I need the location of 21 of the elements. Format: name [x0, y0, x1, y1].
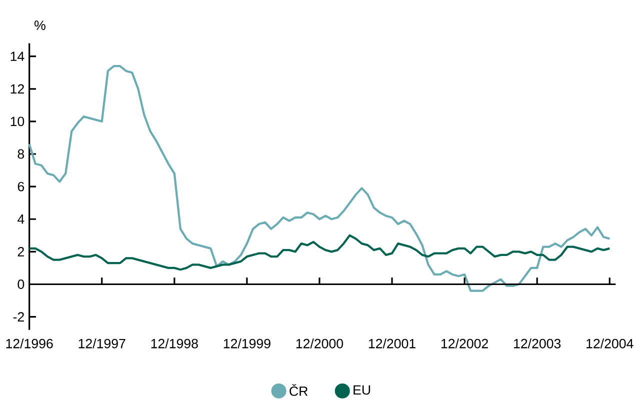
y-tick-label: 0: [18, 280, 24, 290]
y-tick-label: 10: [10, 116, 24, 126]
x-tick-label: 12/2003: [514, 338, 561, 348]
legend-label: EU: [354, 385, 370, 395]
x-tick-label: 12/1996: [6, 338, 53, 348]
x-tick-label: 12/2002: [441, 338, 488, 348]
x-tick-label: 12/1997: [78, 338, 126, 348]
y-tick-label: -2: [13, 312, 24, 322]
y-tick-label: 14: [10, 52, 24, 62]
x-tick-label: 12/2001: [368, 338, 416, 348]
y-tick-label: 12: [10, 84, 24, 94]
y-tick-label: 2: [18, 247, 24, 256]
y-tick-label: 6: [18, 182, 24, 192]
y-tick-label: 8: [18, 149, 24, 159]
y-axis-title: %: [34, 20, 46, 30]
x-tick-label: 12/2004: [586, 338, 634, 348]
x-tick-label: 12/1998: [151, 338, 198, 348]
x-tick-label: 12/1999: [224, 338, 270, 348]
x-tick-label: 12/2000: [296, 338, 344, 348]
y-tick-label: 4: [18, 214, 24, 224]
legend-label: ČR: [290, 384, 308, 396]
